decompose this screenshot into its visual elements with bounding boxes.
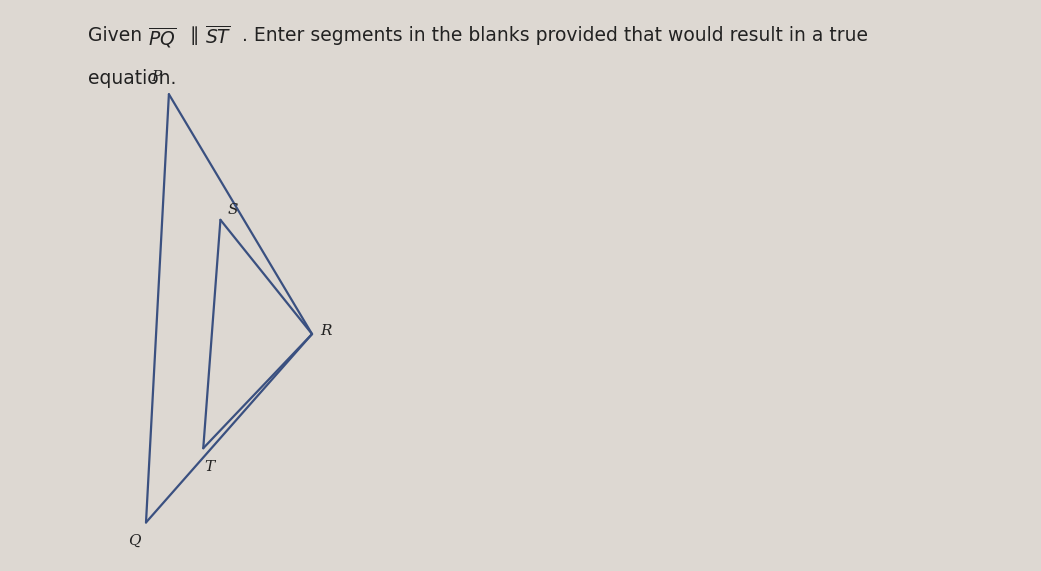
- Text: $\overline{PQ}$: $\overline{PQ}$: [148, 26, 176, 50]
- Text: S: S: [228, 203, 238, 216]
- Text: . Enter segments in the blanks provided that would result in a true: . Enter segments in the blanks provided …: [242, 26, 867, 45]
- Text: equation.: equation.: [88, 69, 177, 87]
- Text: T: T: [204, 460, 214, 473]
- Text: $\overline{ST}$: $\overline{ST}$: [205, 26, 232, 47]
- Text: P: P: [151, 70, 161, 84]
- Text: Q: Q: [128, 534, 141, 548]
- Text: ∥: ∥: [184, 26, 206, 45]
- Text: Given: Given: [88, 26, 149, 45]
- Text: R: R: [321, 324, 332, 338]
